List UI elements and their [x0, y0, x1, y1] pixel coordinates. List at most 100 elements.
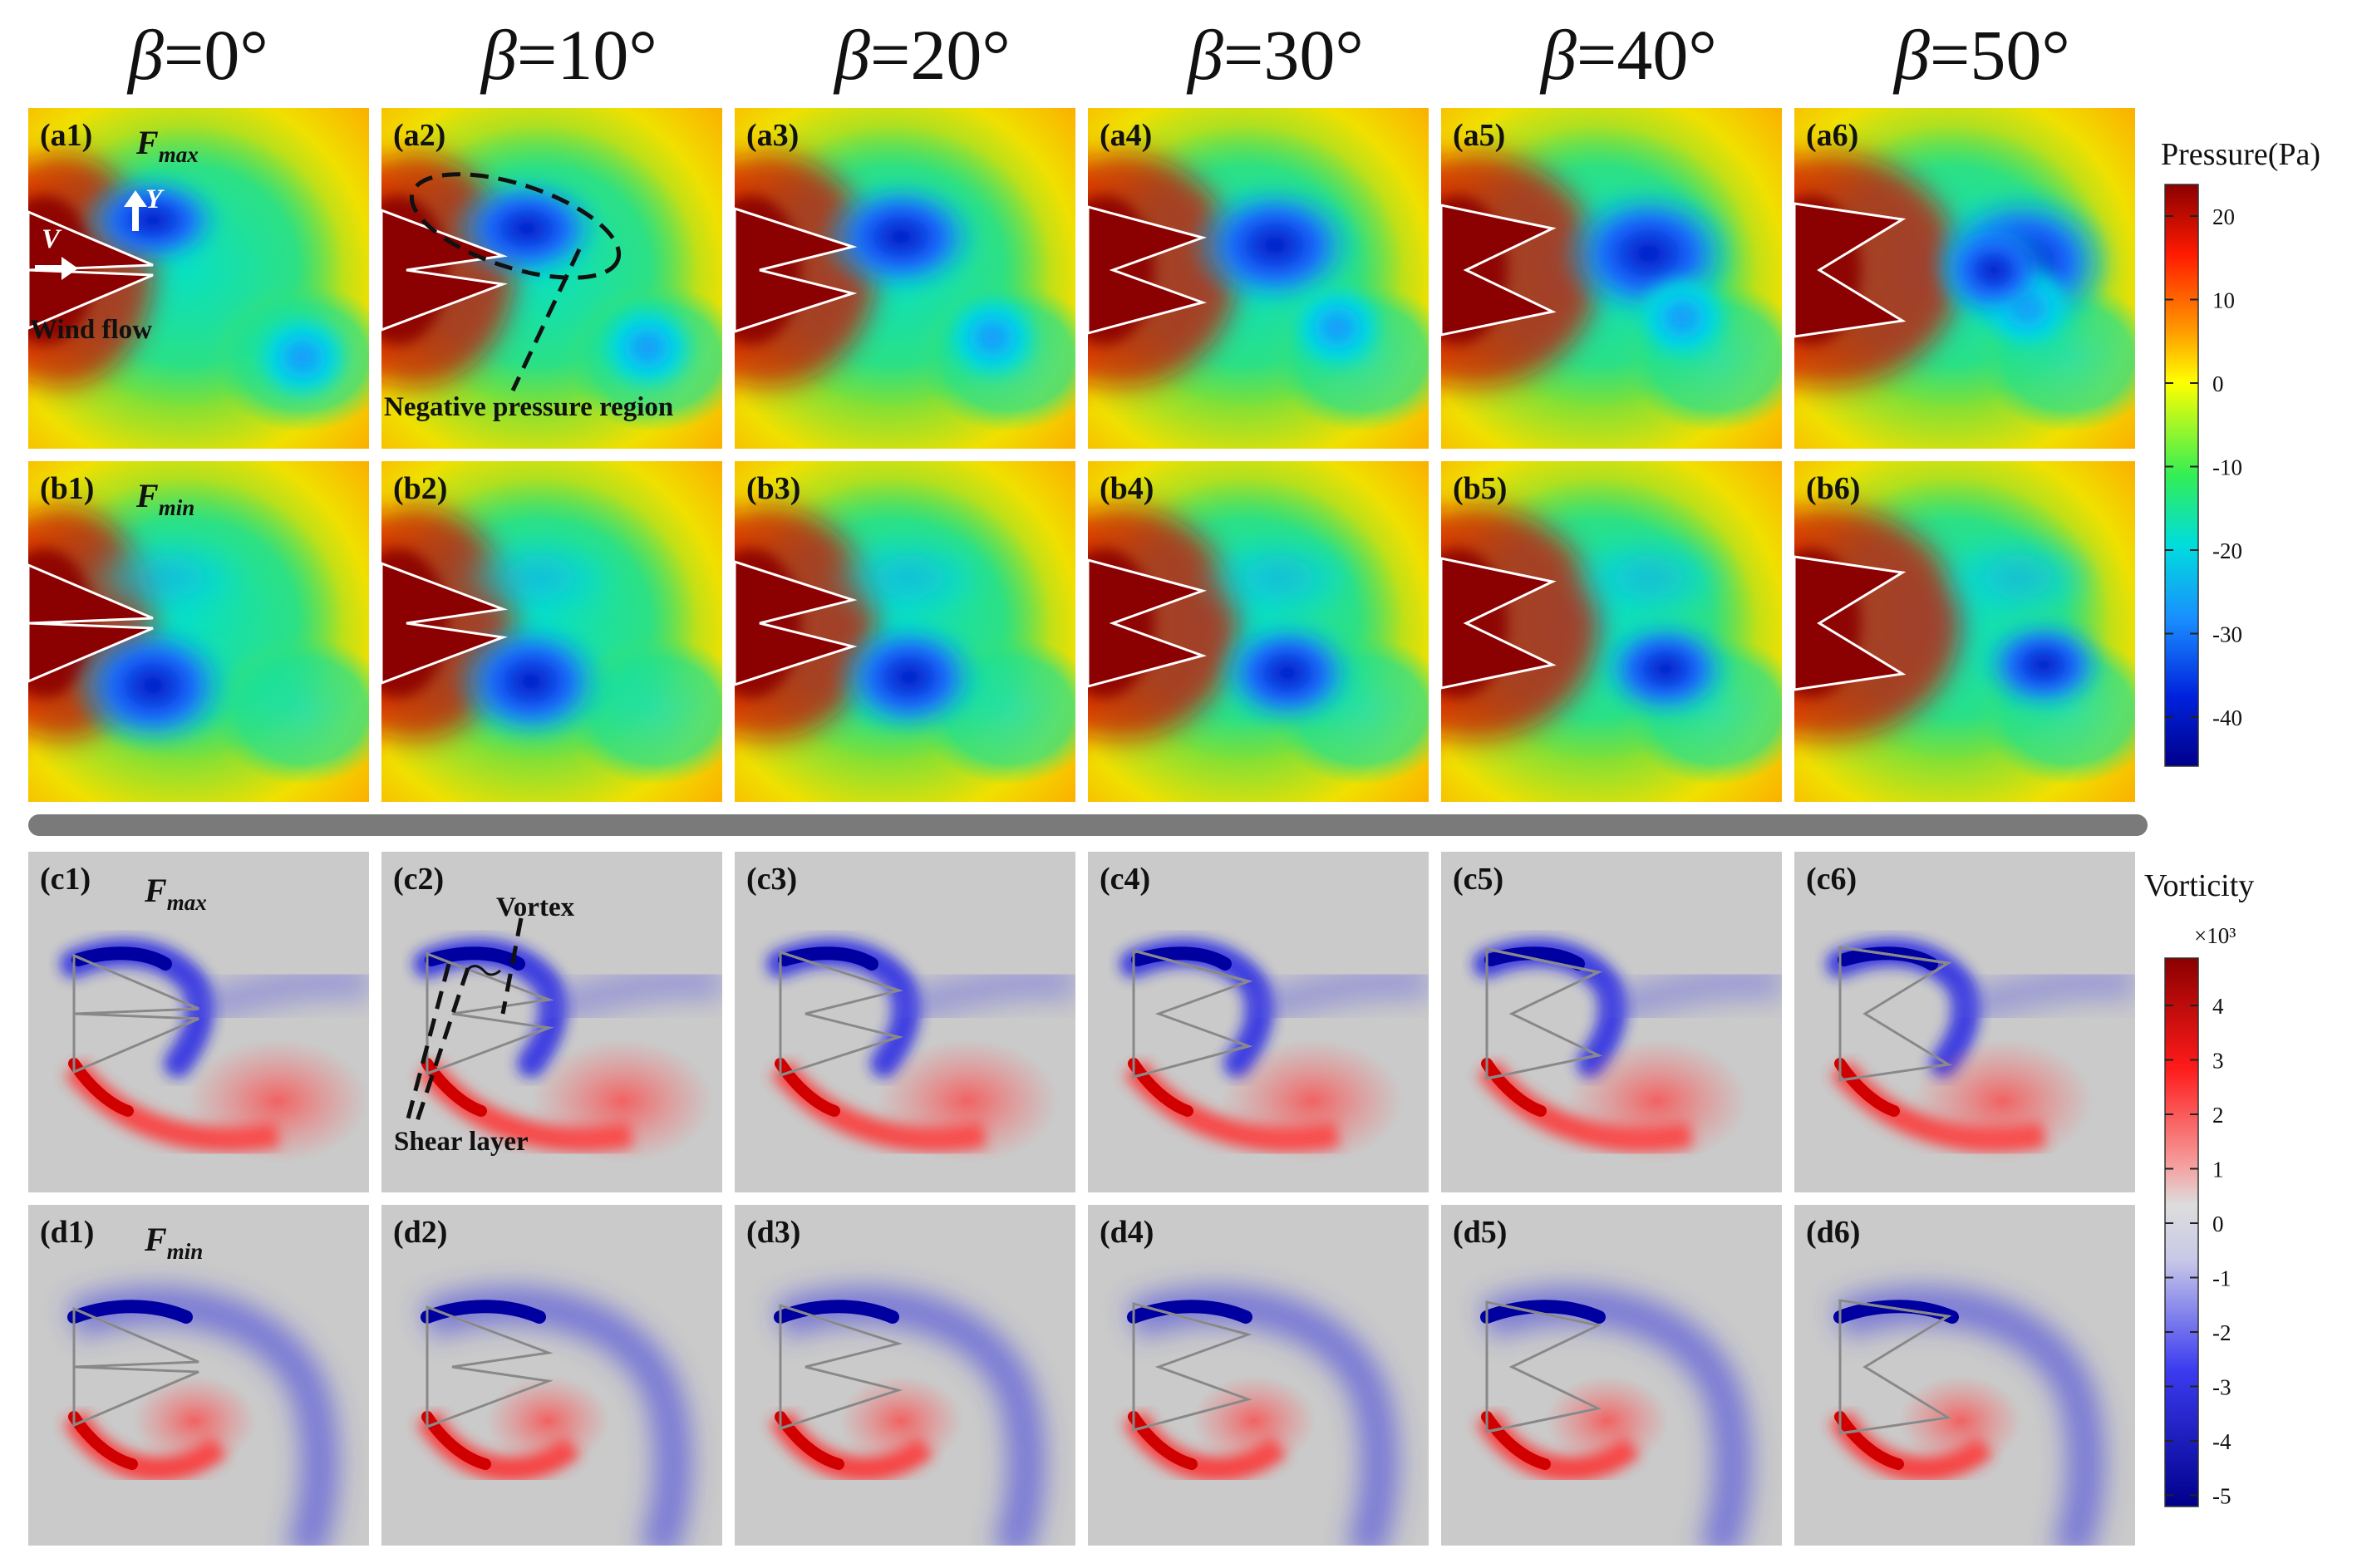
beta-symbol: β — [1186, 15, 1223, 95]
vorticity-panel-c1: (c1) — [28, 852, 369, 1192]
negative-pressure-leader — [510, 248, 582, 392]
airfoil-shape — [381, 562, 508, 685]
airfoil-shape — [1088, 205, 1208, 335]
airfoil-shape — [1794, 555, 1907, 691]
negative-pressure-outline — [409, 172, 622, 280]
airfoil-shape — [1485, 947, 1602, 1080]
airfoil-shape — [735, 207, 858, 333]
panel-label: (c3) — [746, 862, 797, 897]
vorticity-tick-label: 0 — [2212, 1212, 2224, 1236]
panel-label: (c2) — [393, 862, 444, 897]
panel-label: (a1) — [40, 118, 92, 153]
column-headers: β=0° β=10° β=20° β=30° β=40° β=50° — [126, 15, 2070, 95]
vorticity-panel-d2: (d2) — [381, 1205, 722, 1546]
column-header-2: β=20° — [833, 15, 1011, 95]
vorticity-colorbar: Vorticity ×10³ 4 3 2 1 0 -1 -2 -3 -4 -5 — [2144, 868, 2254, 1509]
panel-label: (b2) — [393, 471, 447, 506]
force-label-c: Fmax — [144, 872, 207, 915]
airfoil-shape — [1485, 1300, 1602, 1433]
axis-v-label: V — [42, 224, 62, 254]
airfoil-shape — [1441, 557, 1557, 690]
pressure-colorbar-scale — [2164, 184, 2199, 767]
vorticity-panel-d5: (d5) — [1441, 1205, 1782, 1546]
pressure-tick-label: -20 — [2212, 538, 2242, 563]
column-header-0: β=0° — [126, 15, 268, 95]
shear-layer-label: Shear layer — [394, 1127, 529, 1157]
pressure-panel-b6: (b6) — [1794, 461, 2135, 802]
panel-label: (a2) — [393, 118, 445, 153]
panel-label: (a6) — [1806, 118, 1858, 153]
beta-value: =20° — [870, 15, 1011, 95]
beta-value: =40° — [1577, 15, 1717, 95]
panel-label: (a5) — [1453, 118, 1505, 153]
airfoil-shape — [779, 1303, 903, 1431]
airfoil-shape — [72, 1306, 199, 1428]
panel-label: (d2) — [393, 1215, 447, 1250]
vorticity-colorbar-scale — [2164, 957, 2199, 1507]
panel-label: (d3) — [746, 1215, 800, 1250]
airfoil-shape — [735, 560, 858, 686]
y-arrowhead-icon — [124, 190, 147, 207]
airfoil-shape — [28, 210, 154, 330]
pressure-tick-label: 10 — [2212, 288, 2235, 313]
column-header-5: β=50° — [1892, 15, 2070, 95]
beta-value: =10° — [517, 15, 657, 95]
column-header-4: β=40° — [1539, 15, 1717, 95]
airfoil-shape — [1132, 1302, 1253, 1432]
vortex-rotation-icon — [464, 965, 501, 976]
vorticity-colorbar-multiplier: ×10³ — [2194, 923, 2236, 948]
airfoil-shape — [1838, 1299, 1952, 1435]
beta-value: =30° — [1223, 15, 1364, 95]
pressure-panel-a5: (a5) — [1441, 108, 1782, 449]
pressure-panel-a6: (a6) — [1794, 108, 2135, 449]
pressure-panel-b5: (b5) — [1441, 461, 1782, 802]
pressure-tick-label: -10 — [2212, 455, 2242, 480]
airfoil-shape — [1838, 946, 1952, 1082]
pressure-panel-a2: (a2) — [381, 108, 722, 449]
panel-label: (a3) — [746, 118, 799, 153]
force-label-d: Fmin — [144, 1221, 203, 1264]
panel-label: (c1) — [40, 862, 91, 897]
airfoil-shape — [426, 1305, 554, 1429]
column-header-3: β=30° — [1186, 15, 1364, 95]
pressure-panel-a1: (a1) — [28, 108, 369, 449]
section-divider — [28, 814, 2148, 836]
pressure-tick-label: 0 — [2212, 371, 2224, 396]
panel-label: (b3) — [746, 471, 800, 506]
panel-label: (d6) — [1806, 1215, 1860, 1250]
panel-label: (d4) — [1100, 1215, 1154, 1250]
vorticity-tick-label: -3 — [2212, 1375, 2232, 1400]
airfoil-shape — [28, 563, 154, 683]
pressure-panel-b3: (b3) — [735, 461, 1075, 802]
panel-label: (b4) — [1100, 471, 1154, 506]
vortex-leader — [500, 917, 524, 1015]
vorticity-tick-label: 1 — [2212, 1158, 2224, 1182]
vorticity-tick-label: -1 — [2212, 1266, 2232, 1291]
pressure-panel-b4: (b4) — [1088, 461, 1429, 802]
airfoil-shape — [381, 209, 508, 332]
panel-grid: (a1) (a2) (a3) (a4) (a5) (a6) Fmax (b1) (b2) (b3)… — [28, 108, 2135, 1546]
beta-symbol: β — [1539, 15, 1577, 95]
panel-label: (b1) — [40, 471, 94, 506]
beta-symbol: β — [833, 15, 870, 95]
pressure-tick-label: -40 — [2212, 705, 2242, 730]
airfoil-shape — [72, 953, 199, 1074]
vorticity-panel-c4: (c4) — [1088, 852, 1429, 1192]
panel-label: (c6) — [1806, 862, 1857, 897]
airfoil-shape — [1794, 202, 1907, 338]
force-label-b: Fmin — [135, 477, 194, 520]
pressure-panel-b1: (b1) — [28, 461, 369, 802]
vorticity-tick-label: 4 — [2212, 994, 2224, 1019]
airfoil-shape — [1132, 949, 1253, 1079]
annotations: Wind flow V Y Negative pressure region V… — [30, 172, 673, 1157]
pressure-colorbar-ticks: 20 10 0 -10 -20 -30 -40 — [2165, 204, 2242, 730]
wind-flow-label: Wind flow — [30, 315, 152, 345]
vorticity-panel-d6: (d6) — [1794, 1205, 2135, 1546]
vorticity-panel-c6: (c6) — [1794, 852, 2135, 1192]
vorticity-panel-d4: (d4) — [1088, 1205, 1429, 1546]
beta-symbol: β — [1892, 15, 1930, 95]
beta-symbol: β — [126, 15, 164, 95]
vorticity-tick-label: 3 — [2212, 1049, 2224, 1074]
axis-y-label: Y — [145, 184, 165, 214]
